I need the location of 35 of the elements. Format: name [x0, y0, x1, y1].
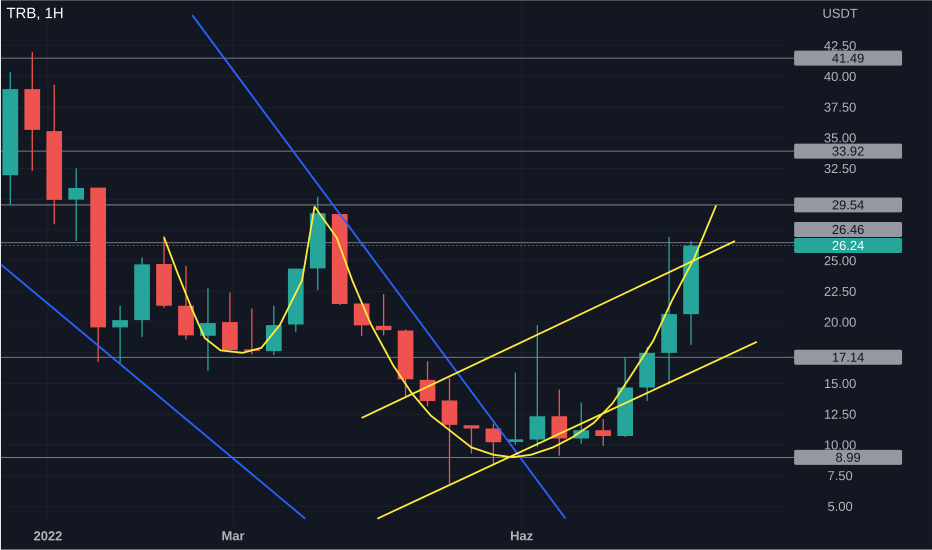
y-tick-label: 12.50	[824, 410, 856, 419]
y-tick-label: 25.00	[824, 256, 856, 266]
y-tick-label: 15.00	[824, 379, 856, 388]
candlestick	[486, 423, 502, 466]
ref-line-label: 26.24	[832, 240, 864, 250]
candlestick	[551, 389, 568, 456]
ref-line-label: 29.54	[832, 200, 864, 210]
y-tick-label: 5.00	[828, 502, 852, 512]
y-tick-label: 20.00	[824, 318, 856, 327]
y-axis-title: USDT	[823, 8, 858, 18]
candlestick	[529, 324, 546, 448]
x-tick-label: Haz	[510, 531, 533, 540]
ref-line-label: 17.14	[832, 352, 864, 362]
candlestick	[200, 288, 216, 372]
y-tick-label: 35.00	[824, 133, 856, 143]
y-tick-label: 10.00	[824, 440, 856, 450]
candlestick	[595, 418, 612, 447]
y-tick-label: 42.50	[824, 41, 856, 50]
chart-title: TRB, 1H	[6, 8, 62, 20]
candlestick	[420, 360, 436, 408]
y-tick-label: 37.50	[824, 102, 856, 112]
ref-line-label: 33.92	[832, 146, 864, 156]
x-tick-label: Mar	[222, 531, 244, 540]
candlestick	[112, 305, 128, 364]
candlestick	[68, 168, 84, 242]
y-tick-label: 40.00	[824, 72, 856, 82]
y-tick-label: 32.50	[824, 164, 856, 174]
y-tick-label: 7.50	[828, 471, 852, 480]
ref-line-label: 41.49	[832, 54, 864, 63]
ref-line-label: 26.46	[832, 225, 864, 234]
x-tick-label: 2022	[34, 531, 62, 541]
candlestick	[376, 294, 392, 336]
y-tick-label: 22.50	[824, 286, 856, 296]
candlestick	[464, 424, 480, 454]
ref-line-label: 8.99	[836, 452, 860, 462]
